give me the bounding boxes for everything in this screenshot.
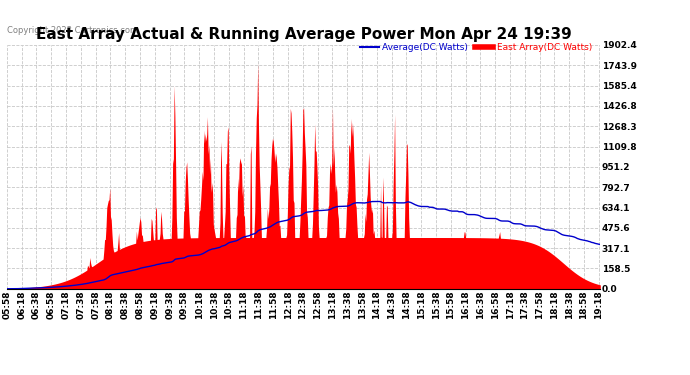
Text: Copyright 2023 Cartronics.com: Copyright 2023 Cartronics.com	[7, 26, 138, 35]
Legend: Average(DC Watts), East Array(DC Watts): Average(DC Watts), East Array(DC Watts)	[357, 40, 595, 56]
Title: East Array Actual & Running Average Power Mon Apr 24 19:39: East Array Actual & Running Average Powe…	[36, 27, 571, 42]
